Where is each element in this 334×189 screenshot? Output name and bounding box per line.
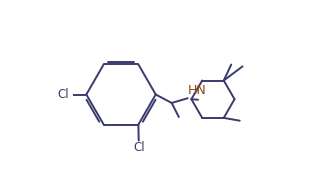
Text: Cl: Cl — [58, 88, 69, 101]
Text: HN: HN — [188, 84, 207, 97]
Text: Cl: Cl — [134, 141, 146, 154]
